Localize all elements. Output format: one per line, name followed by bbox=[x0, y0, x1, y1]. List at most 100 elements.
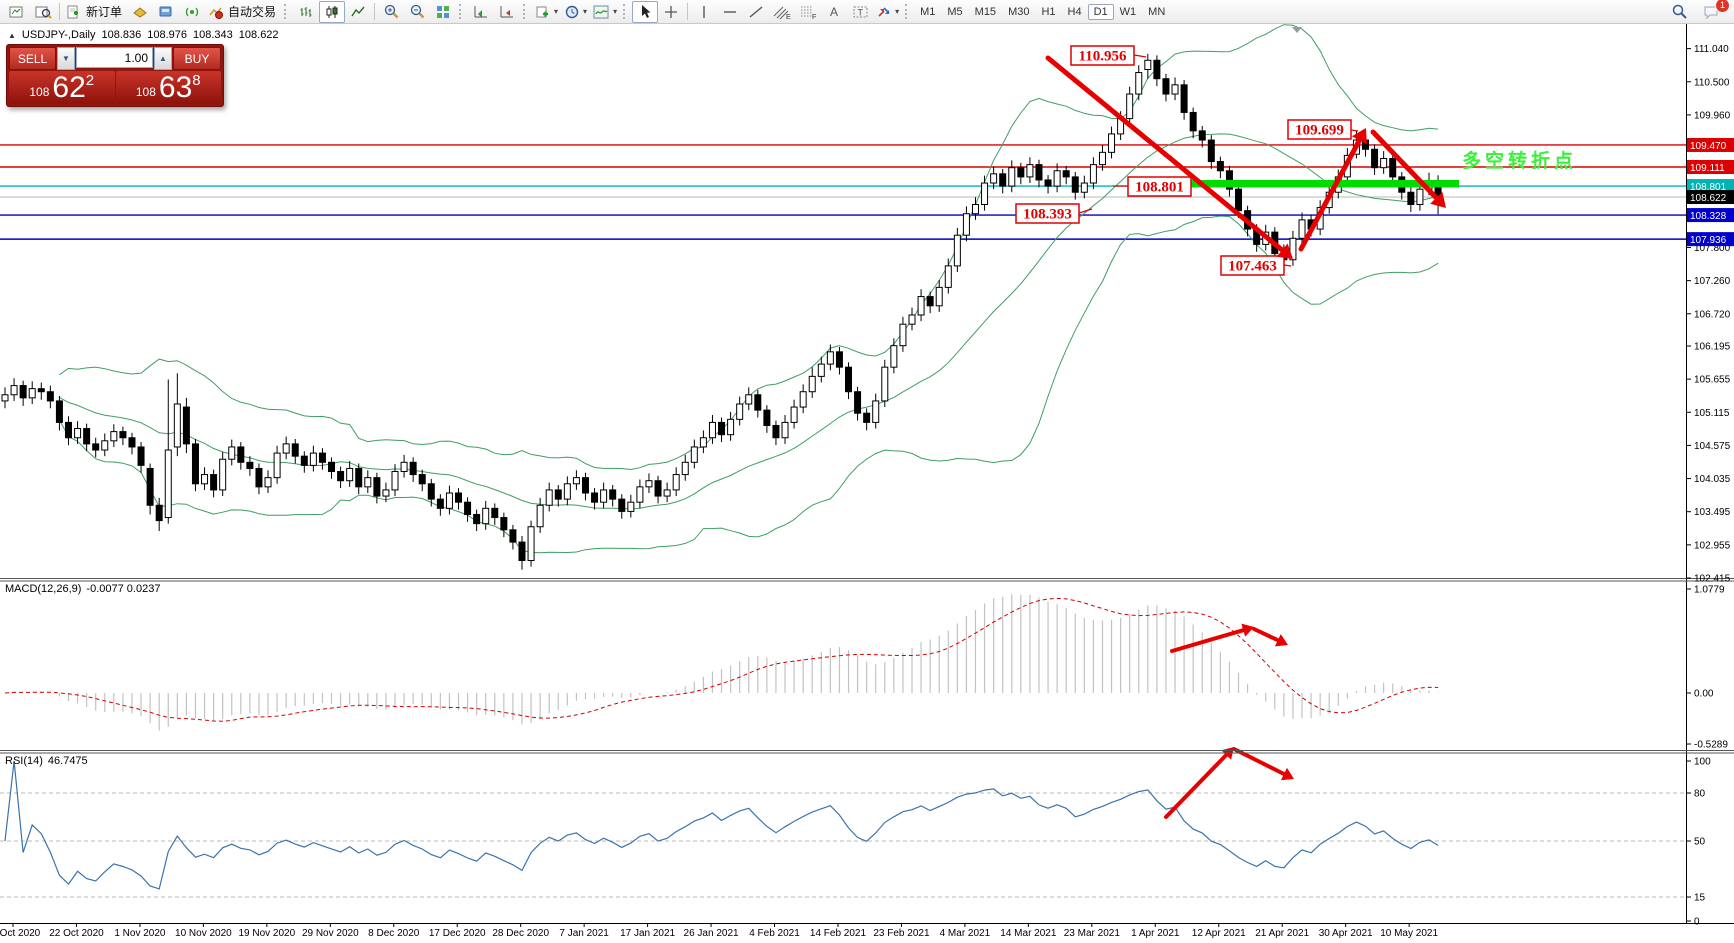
trend-arrow-line bbox=[1252, 627, 1280, 643]
new-window-button[interactable] bbox=[4, 1, 30, 23]
symbol-info-bar: ▲ USDJPY-,Daily 108.836 108.976 108.343 … bbox=[8, 29, 279, 41]
axis-price-label bbox=[1687, 160, 1734, 175]
svg-text:109.470: 109.470 bbox=[1690, 141, 1727, 152]
rsi-value: 46.7475 bbox=[47, 755, 88, 767]
indicators-icon bbox=[593, 5, 609, 18]
date-tick-label: 28 Dec 2020 bbox=[492, 928, 549, 939]
horizontal-line-tool[interactable] bbox=[717, 1, 743, 23]
candles bbox=[1, 53, 1442, 570]
date-tick-label: 12 Apr 2021 bbox=[1192, 928, 1246, 939]
axis-tick-label: 0.00 bbox=[1694, 688, 1714, 699]
trend-arrow-line bbox=[1045, 55, 1285, 253]
date-tick-label: 13 Oct 2020 bbox=[0, 928, 41, 939]
arrows-dropdown[interactable]: ▾ bbox=[873, 1, 902, 23]
toolbar-drag-handle[interactable] bbox=[623, 4, 629, 19]
date-tick-label: 17 Jan 2021 bbox=[620, 928, 675, 939]
chart-shift-button[interactable] bbox=[494, 1, 520, 23]
vertical-line-tool[interactable] bbox=[691, 1, 717, 23]
separator bbox=[687, 3, 689, 20]
date-tick-label: 29 Nov 2020 bbox=[302, 928, 359, 939]
price-tag-text: 108.801 bbox=[1135, 180, 1184, 196]
text-icon: A bbox=[830, 5, 838, 19]
volume-input[interactable] bbox=[76, 47, 153, 68]
timeframe-h4[interactable]: H4 bbox=[1067, 5, 1082, 18]
timeframe-h1[interactable]: H1 bbox=[1041, 5, 1056, 18]
trendline-tool[interactable] bbox=[743, 1, 769, 23]
autotrade-button[interactable]: 自动交易 bbox=[205, 1, 281, 23]
equidistant-channel-tool[interactable]: E bbox=[769, 1, 795, 23]
timeframe-d1[interactable]: D1 bbox=[1087, 3, 1114, 20]
sell-button[interactable]: SELL bbox=[9, 47, 56, 70]
bar-open-value: 108.836 bbox=[101, 29, 142, 41]
cursor-tool-button[interactable] bbox=[632, 0, 659, 23]
new-chart-dropdown[interactable]: ▾ bbox=[532, 1, 561, 23]
timeframe-m15[interactable]: M15 bbox=[974, 5, 997, 18]
signals-button[interactable] bbox=[179, 1, 205, 23]
market-watch-button[interactable] bbox=[127, 1, 153, 23]
bar-chart-type-button[interactable] bbox=[293, 1, 319, 23]
timeframe-w1[interactable]: W1 bbox=[1119, 5, 1137, 18]
notifications-button[interactable]: 1 bbox=[1698, 0, 1730, 23]
indicators-dropdown[interactable]: ▾ bbox=[590, 1, 620, 23]
turning-point-annotation: 多空转折点 bbox=[1462, 151, 1578, 172]
svg-text:E: E bbox=[786, 14, 791, 20]
buy-price-display[interactable]: 108 63 8 bbox=[115, 71, 221, 104]
candlestick-chart-type-button[interactable] bbox=[319, 0, 346, 23]
chart-shift-marker bbox=[1292, 27, 1302, 33]
toolbar-drag-handle[interactable] bbox=[905, 4, 911, 19]
volume-decrease-button[interactable]: ▼ bbox=[57, 47, 75, 70]
search-button[interactable] bbox=[1666, 1, 1692, 23]
text-label-tool[interactable]: T bbox=[847, 1, 873, 23]
fibonacci-tool[interactable]: F bbox=[795, 1, 821, 23]
toolbar-drag-handle[interactable] bbox=[523, 4, 529, 19]
new-order-icon bbox=[67, 5, 78, 18]
sell-price-display[interactable]: 108 62 2 bbox=[9, 71, 115, 104]
tile-windows-button[interactable] bbox=[430, 1, 456, 23]
axis-tick-label: -0.5289 bbox=[1694, 740, 1728, 751]
zoom-in-button[interactable] bbox=[378, 1, 404, 23]
timeframe-m30[interactable]: M30 bbox=[1008, 5, 1030, 18]
data-window-button[interactable] bbox=[153, 1, 179, 23]
periods-dropdown[interactable]: ▾ bbox=[561, 1, 590, 23]
bollinger-mid-line bbox=[59, 133, 1439, 510]
timeframe-m1[interactable]: M1 bbox=[920, 5, 936, 18]
collapse-panel-icon[interactable]: ▲ bbox=[8, 30, 16, 40]
zoom-out-button[interactable] bbox=[404, 1, 430, 23]
macd-signal-line bbox=[4, 597, 1439, 722]
axis-tick-label: 106.720 bbox=[1694, 309, 1731, 320]
buy-button[interactable]: BUY bbox=[173, 47, 221, 70]
axis-tick-label: 1.0779 bbox=[1694, 585, 1725, 596]
axis-tick-label: 105.115 bbox=[1694, 408, 1730, 419]
new-window-icon bbox=[9, 6, 23, 17]
vertical-line-icon bbox=[703, 5, 705, 18]
timeframe-mn[interactable]: MN bbox=[1148, 5, 1166, 18]
chart-profile-button[interactable] bbox=[30, 1, 56, 23]
axis-price-label bbox=[1687, 137, 1734, 152]
chevron-down-icon: ▾ bbox=[583, 7, 588, 16]
svg-text:108.328: 108.328 bbox=[1690, 211, 1727, 222]
symbol-period-label: USDJPY-,Daily bbox=[21, 29, 96, 41]
autotrade-icon bbox=[209, 7, 224, 19]
toolbar-drag-handle[interactable] bbox=[459, 4, 465, 19]
axis-tick-label: 106.195 bbox=[1694, 341, 1731, 352]
text-label-icon: T bbox=[853, 6, 868, 17]
text-tool[interactable]: A bbox=[821, 1, 847, 23]
axis-price-label bbox=[1687, 179, 1734, 194]
zoom-in-icon bbox=[384, 4, 398, 18]
price-tag-text: 107.463 bbox=[1228, 259, 1277, 275]
autoscroll-button[interactable] bbox=[468, 1, 494, 23]
axis-tick-label: 80 bbox=[1694, 789, 1706, 800]
timeframe-m5[interactable]: M5 bbox=[947, 5, 963, 18]
crosshair-tool-button[interactable] bbox=[658, 1, 684, 23]
volume-increase-button[interactable]: ▲ bbox=[154, 47, 172, 70]
line-chart-type-button[interactable] bbox=[345, 1, 371, 23]
channel-icon: E bbox=[773, 6, 791, 20]
price-tag-box bbox=[1015, 203, 1080, 224]
toolbar-drag-handle[interactable] bbox=[284, 4, 290, 19]
zoom-out-icon bbox=[410, 4, 424, 18]
rsi-indicator-label: RSI(14) 46.7475 bbox=[5, 755, 88, 767]
macd-pane bbox=[4, 594, 1439, 731]
new-order-button[interactable]: 新订单 bbox=[63, 1, 127, 23]
price-tag-text: 110.956 bbox=[1079, 49, 1127, 65]
